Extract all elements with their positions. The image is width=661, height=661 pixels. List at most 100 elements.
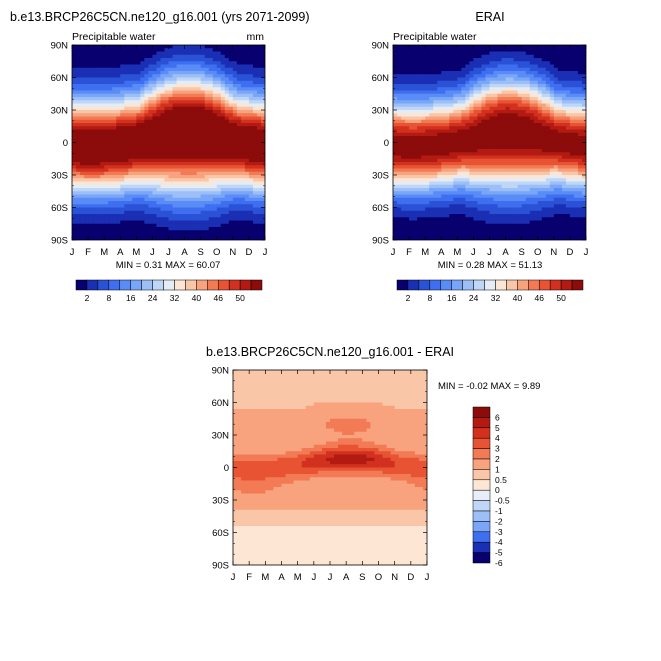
field-cell xyxy=(473,87,479,92)
field-cell xyxy=(200,103,206,108)
field-cell xyxy=(100,61,105,66)
field-cell xyxy=(156,80,162,85)
field-cell xyxy=(72,178,77,183)
field-cell xyxy=(505,74,511,79)
field-cell xyxy=(224,214,230,218)
field-cell xyxy=(168,119,174,124)
field-cell xyxy=(116,74,121,79)
field-cell xyxy=(216,100,222,105)
panel-model-stats: MIN = 0.31 MAX = 60.07 xyxy=(116,260,221,271)
field-cell xyxy=(409,80,414,85)
field-cell xyxy=(417,67,422,72)
field-cell xyxy=(204,230,210,235)
field-cell xyxy=(172,149,178,153)
field-cell xyxy=(413,145,418,150)
field-cell xyxy=(220,214,226,218)
field-cell xyxy=(393,168,398,173)
field-cell xyxy=(152,158,158,163)
field-cell xyxy=(220,71,226,75)
field-cell xyxy=(541,175,547,179)
field-cell xyxy=(116,155,121,160)
field-cell xyxy=(104,191,109,196)
field-cell xyxy=(208,139,214,144)
field-cell xyxy=(232,236,238,240)
field-cell xyxy=(248,119,254,124)
field-cell xyxy=(569,119,575,124)
field-cell xyxy=(417,64,422,69)
field-cell xyxy=(529,152,535,157)
field-cell xyxy=(216,84,222,88)
field-cell xyxy=(445,58,450,62)
field-cell xyxy=(252,220,258,225)
field-cell xyxy=(469,103,475,108)
field-cell xyxy=(469,152,475,157)
field-cell xyxy=(156,100,162,105)
field-cell xyxy=(525,136,531,140)
field-cell xyxy=(156,149,162,153)
field-cell xyxy=(513,119,519,124)
field-cell xyxy=(80,152,85,157)
field-cell xyxy=(132,97,137,101)
field-cell xyxy=(549,51,555,56)
field-cell xyxy=(120,58,125,62)
field-cell xyxy=(160,171,166,176)
field-cell xyxy=(72,165,77,170)
field-cell xyxy=(541,103,547,108)
field-cell xyxy=(96,100,101,105)
field-cell xyxy=(481,178,487,183)
field-cell xyxy=(204,129,210,134)
field-cell xyxy=(220,126,226,131)
field-cell xyxy=(513,106,519,111)
field-cell xyxy=(393,45,398,49)
field-cell xyxy=(569,168,575,173)
field-cell xyxy=(184,100,190,105)
field-cell xyxy=(72,201,77,205)
field-cell xyxy=(72,233,77,238)
field-cell xyxy=(212,233,218,238)
field-cell xyxy=(96,197,101,202)
field-cell xyxy=(192,67,198,72)
field-cell xyxy=(493,162,499,166)
field-cell xyxy=(244,230,250,235)
field-cell xyxy=(212,74,218,79)
field-cell xyxy=(489,119,495,124)
field-cell xyxy=(425,116,430,121)
field-cell xyxy=(252,106,258,111)
field-cell xyxy=(184,77,190,82)
field-cell xyxy=(497,71,503,75)
field-cell xyxy=(140,87,145,92)
field-cell xyxy=(405,136,410,140)
field-cell xyxy=(108,136,113,140)
field-cell xyxy=(565,158,571,163)
field-cell xyxy=(104,67,109,72)
field-cell xyxy=(248,100,254,105)
field-cell xyxy=(409,129,414,134)
field-cell xyxy=(120,113,125,118)
field-cell xyxy=(124,136,129,140)
field-cell xyxy=(84,106,89,111)
field-cell xyxy=(104,181,109,186)
field-cell xyxy=(445,136,450,140)
field-cell xyxy=(473,149,479,153)
field-cell xyxy=(248,197,254,202)
field-cell xyxy=(172,54,178,59)
field-cell xyxy=(72,129,77,134)
field-cell xyxy=(529,67,535,72)
field-cell xyxy=(124,168,129,173)
field-cell xyxy=(124,178,129,183)
field-cell xyxy=(196,97,202,101)
field-cell xyxy=(465,178,470,183)
field-cell xyxy=(449,139,454,144)
field-cell xyxy=(513,149,519,153)
field-cell xyxy=(140,80,145,85)
field-cell xyxy=(212,162,218,166)
field-cell xyxy=(557,106,563,111)
field-cell xyxy=(457,149,462,153)
field-cell xyxy=(581,106,586,111)
field-cell xyxy=(160,103,166,108)
field-cell xyxy=(160,136,166,140)
field-cell xyxy=(92,223,97,228)
field-cell xyxy=(240,207,246,212)
field-cell xyxy=(425,126,430,131)
field-cell xyxy=(457,142,462,147)
